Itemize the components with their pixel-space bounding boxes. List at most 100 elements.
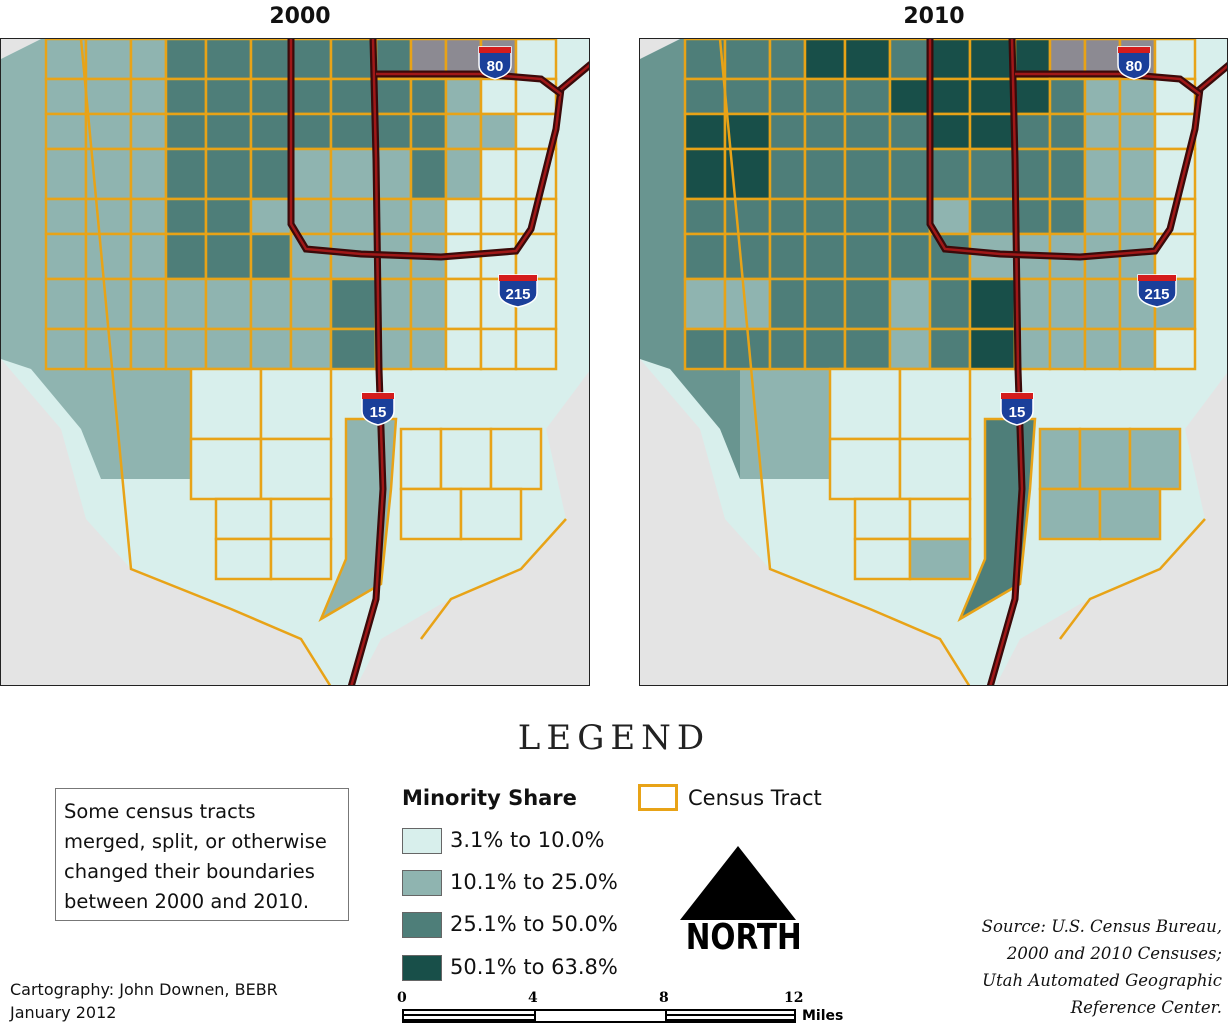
census-tract [164, 112, 208, 151]
census-tract [269, 537, 333, 581]
map-2010: 80 215 15 [639, 38, 1228, 686]
census-tract [888, 277, 932, 331]
census-tract [888, 147, 932, 201]
census-tract [489, 427, 543, 491]
source-citation: Source: U.S. Census Bureau, 2000 and 201… [982, 913, 1222, 1021]
census-tract [374, 147, 413, 201]
census-tract [908, 497, 972, 541]
census-tract [129, 232, 168, 281]
census-tract [888, 77, 932, 116]
interstate-i80-shield-icon: 80 [1117, 46, 1151, 80]
interstate-i15-shield-icon: 15 [1000, 392, 1034, 426]
interstate-i215-shield-icon: 215 [498, 274, 538, 308]
tract [740, 369, 830, 479]
legend-swatch-class-1 [402, 828, 442, 854]
census-tract [289, 77, 333, 116]
census-tract [1083, 147, 1122, 201]
census-tract [329, 147, 378, 201]
census-tract [1013, 277, 1052, 331]
census-tract [269, 497, 333, 541]
source-line: 2000 and 2010 Censuses; [1006, 944, 1222, 963]
census-tract [249, 112, 293, 151]
census-tract [214, 497, 273, 541]
census-tract [1118, 112, 1157, 151]
census-tract [928, 39, 972, 81]
census-tract [1153, 39, 1197, 81]
census-tract [1118, 197, 1157, 236]
census-tract [683, 277, 727, 331]
census-tract [928, 327, 972, 371]
census-tract [439, 427, 493, 491]
census-tract [968, 197, 1017, 236]
census-tract [329, 197, 378, 236]
census-tract [249, 197, 293, 236]
census-tract [1048, 147, 1087, 201]
census-tract [44, 327, 88, 371]
census-tract [1013, 197, 1052, 236]
legend-label-class-4: 50.1% to 63.8% [450, 955, 618, 979]
census-tract [444, 112, 483, 151]
census-tract [479, 147, 518, 201]
census-tract [204, 277, 253, 331]
census-tract [828, 437, 902, 501]
census-tract [888, 232, 932, 281]
census-tract [329, 277, 378, 331]
scale-tick-8: 8 [659, 990, 669, 1006]
shield-body [361, 392, 395, 426]
census-tract [164, 147, 208, 201]
census-tract [803, 327, 847, 371]
shield-body [478, 46, 512, 80]
census-tract [768, 147, 807, 201]
census-tract [768, 232, 807, 281]
census-tract [204, 327, 253, 371]
census-tract [84, 232, 133, 281]
interstate-i215-center [289, 39, 589, 259]
census-tract [683, 197, 727, 236]
census-tract [683, 77, 727, 116]
shield-number: 15 [370, 404, 387, 421]
census-tract [768, 197, 807, 236]
map-title-2000: 2000 [269, 4, 331, 29]
census-tract [44, 39, 88, 81]
census-tract [908, 537, 972, 581]
cartography-credit: Cartography: John Downen, BEBR [10, 980, 278, 999]
census-tract [84, 327, 133, 371]
census-tract [1083, 277, 1122, 331]
census-tract [683, 39, 727, 81]
census-tract [84, 197, 133, 236]
census-tract [249, 327, 293, 371]
minority-share-title: Minority Share [402, 786, 577, 810]
shield-body [1000, 392, 1034, 426]
census-tract [803, 197, 847, 236]
interstate-i15-center [350, 39, 385, 685]
census-tract [803, 77, 847, 116]
census-tract [399, 487, 463, 541]
census-tract [514, 39, 558, 81]
census-tract [289, 327, 333, 371]
shield-top [499, 275, 537, 281]
census-tract [84, 77, 133, 116]
boundary-change-note: Some census tracts merged, split, or oth… [55, 788, 349, 921]
census-tract [843, 277, 892, 331]
legend-swatch-class-3 [402, 912, 442, 938]
shield-number: 15 [1009, 404, 1026, 421]
census-tract [189, 367, 263, 441]
census-tract [928, 112, 972, 151]
census-tract [803, 147, 847, 201]
census-tract [968, 147, 1017, 201]
census-tract [843, 197, 892, 236]
census-tract [928, 277, 972, 331]
census-tract [444, 77, 483, 116]
census-tract-boundary [718, 39, 971, 685]
census-tract [204, 39, 253, 81]
census-tract [329, 39, 378, 81]
census-tract [329, 112, 378, 151]
census-tract [803, 112, 847, 151]
census-tract [44, 197, 88, 236]
census-tract [204, 77, 253, 116]
census-tract [459, 487, 523, 541]
census-tract [843, 327, 892, 371]
census-tract [1038, 487, 1102, 541]
shield-number: 80 [487, 58, 504, 75]
census-tract [374, 77, 413, 116]
